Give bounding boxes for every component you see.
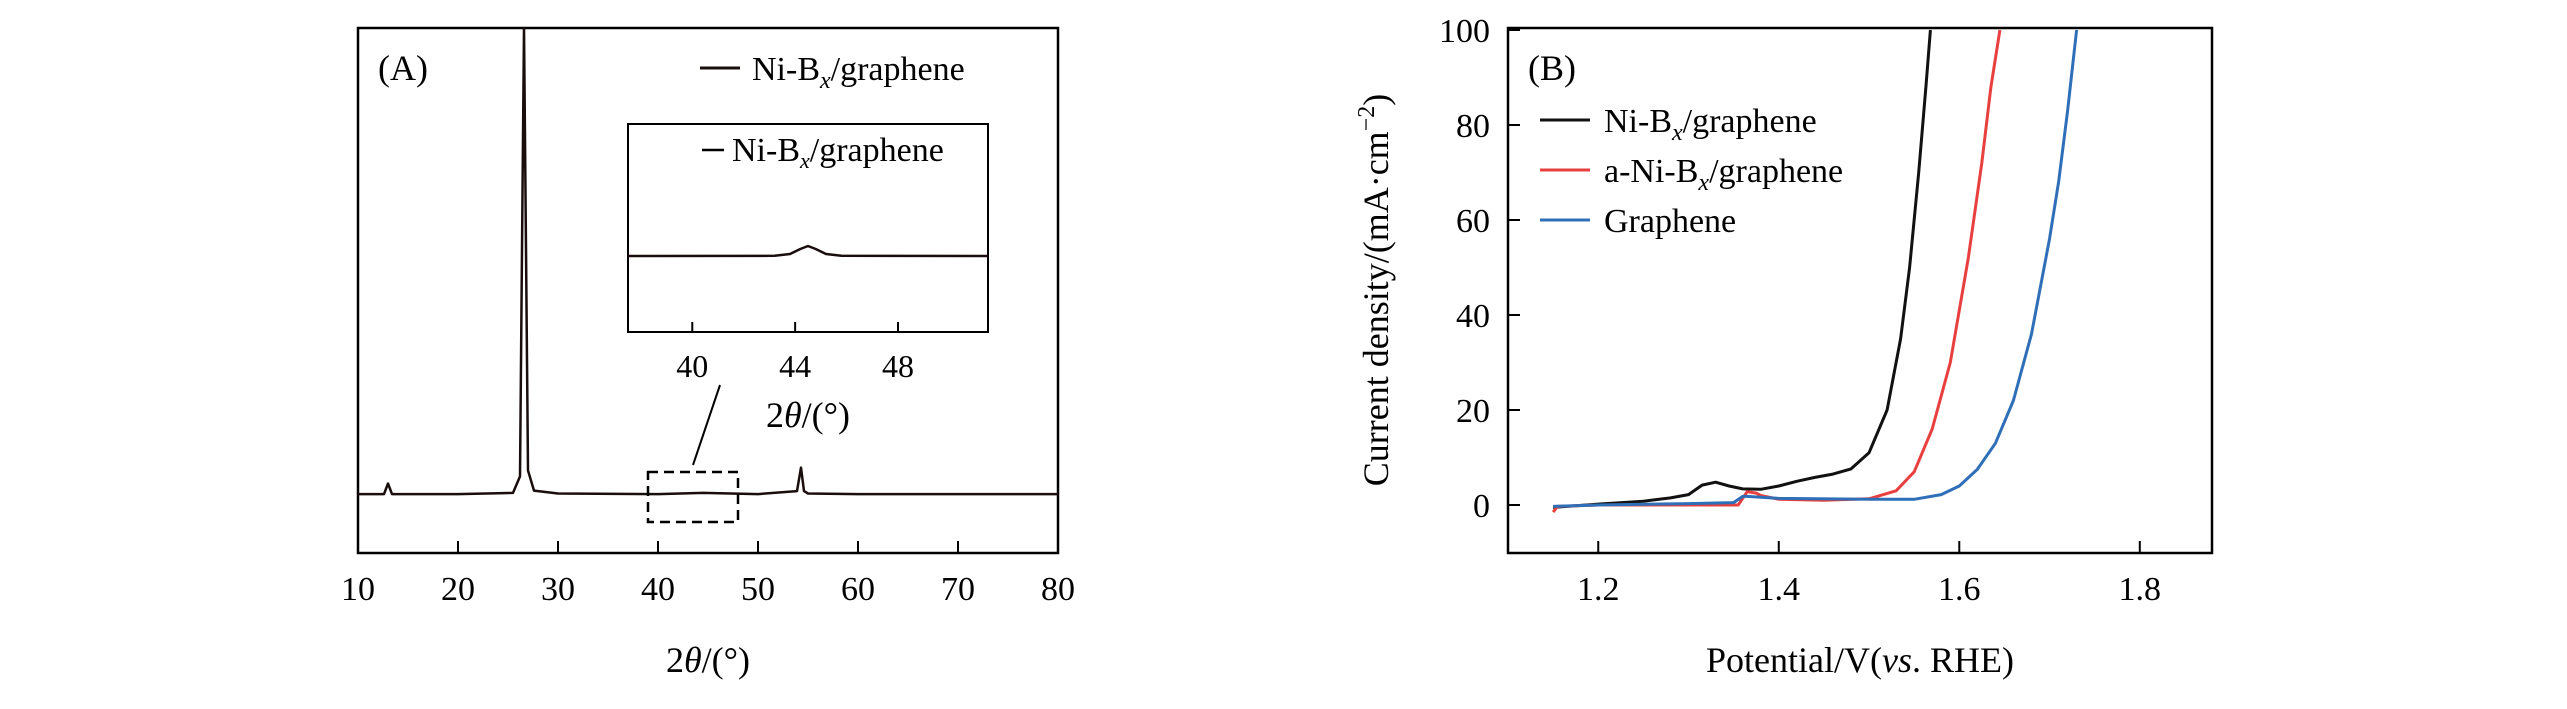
- panel-a-legend-label: Ni-Bx/graphene: [752, 51, 965, 94]
- panel-a-inset-x-ticks: 40 44 48: [676, 322, 914, 384]
- panel-b-y-tick-label: 0: [1473, 488, 1490, 525]
- panel-a-inset: Ni-Bx/graphene 40 44 48 2θ/(°): [627, 123, 989, 435]
- panel-a-legend: Ni-Bx/graphene: [700, 51, 965, 94]
- panel-a-x-tick-label: 20: [441, 571, 475, 608]
- panel-a-chart: 10 20 30 40 50 60 70 80 (A) 2θ/(°) Ni-Bx/graphe…: [341, 26, 1075, 680]
- panel-b-legend: Ni-Bx/graphene a-Ni-Bx/graphene Graphene: [1540, 103, 1843, 240]
- panel-a-highlight-box: [646, 470, 740, 524]
- panel-b-chart: 1.2 1.4 1.6 1.8 0 20 40 60 80 100 (B) Potential/…: [1354, 13, 2214, 680]
- panel-b-frame: [1506, 26, 2214, 555]
- panel-b-series-line-0: [1552, 29, 1932, 509]
- panel-b-y-tick-label: 60: [1456, 203, 1490, 240]
- panel-b-x-axis-label: Potential/V(vs. RHE): [1706, 640, 2014, 680]
- panel-a-inset-x-tick-label: 48: [882, 348, 914, 384]
- panel-b-legend-label: a-Ni-Bx/graphene: [1604, 153, 1843, 196]
- panel-a-x-tick-label: 80: [1041, 571, 1075, 608]
- panel-b-y-tick-label: 100: [1439, 13, 1490, 50]
- panel-a-x-tick-label: 70: [941, 571, 975, 608]
- panel-a-x-axis-label: 2θ/(°): [666, 640, 750, 680]
- panel-a-frame: [356, 26, 1060, 555]
- panel-a-series-line: [358, 26, 1058, 496]
- panel-b-series-lines: [1551, 29, 2079, 514]
- panel-a-inset-frame: [627, 123, 989, 333]
- panel-b-legend-label: Graphene: [1604, 203, 1736, 240]
- panel-b-x-ticks: 1.2 1.4 1.6 1.8: [1577, 541, 2161, 608]
- panel-a-inset-x-axis-label: 2θ/(°): [766, 395, 850, 435]
- panel-b-label: (B): [1528, 48, 1576, 88]
- panel-b-y-tick-label: 40: [1456, 298, 1490, 335]
- panel-a-x-ticks: 10 20 30 40 50 60 70 80: [341, 541, 1075, 608]
- panel-b-x-tick-label: 1.4: [1758, 571, 1801, 608]
- panel-a-inset-x-tick-label: 44: [779, 348, 811, 384]
- panel-a-x-tick-label: 10: [341, 571, 375, 608]
- panel-b-y-axis-label: Current density/(mA·cm−2): [1354, 94, 1396, 486]
- panel-b-y-ticks: 0 20 40 60 80 100: [1439, 13, 1520, 525]
- panel-a-label: (A): [378, 48, 428, 88]
- panel-a-x-tick-label: 60: [841, 571, 875, 608]
- panel-a-inset-legend-label: Ni-Bx/graphene: [732, 132, 944, 173]
- panel-a-inset-series-line: [627, 244, 989, 258]
- panel-a-x-tick-label: 30: [541, 571, 575, 608]
- panel-a-inset-x-tick-label: 40: [676, 348, 708, 384]
- panel-b-x-tick-label: 1.2: [1577, 571, 1620, 608]
- panel-b-legend-label: Ni-Bx/graphene: [1604, 103, 1817, 146]
- panel-a-x-tick-label: 50: [741, 571, 775, 608]
- panel-a-inset-connector: [692, 384, 721, 466]
- panel-b-y-tick-label: 80: [1456, 108, 1490, 145]
- panel-b-x-tick-label: 1.6: [1938, 571, 1981, 608]
- panel-b-series-line-2: [1553, 29, 2079, 508]
- panel-b-x-tick-label: 1.8: [2119, 571, 2162, 608]
- panel-a-x-tick-label: 40: [641, 571, 675, 608]
- panel-b-y-tick-label: 20: [1456, 393, 1490, 430]
